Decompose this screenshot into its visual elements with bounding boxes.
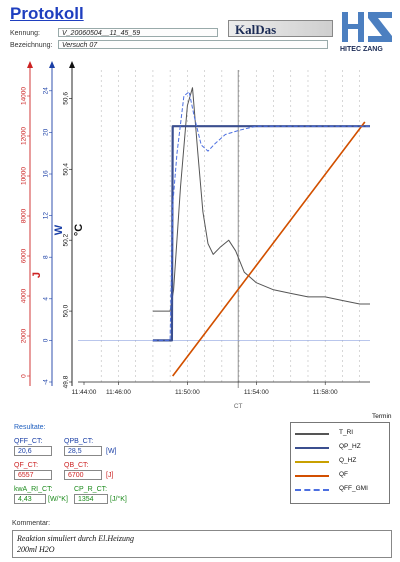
y-tick-label: 16 bbox=[43, 170, 50, 178]
logo-icon bbox=[342, 12, 392, 42]
x-axis-label: CT bbox=[234, 403, 243, 410]
series-qf bbox=[172, 121, 366, 377]
result-unit-qpb: [W] bbox=[106, 448, 117, 455]
legend-swatch-1 bbox=[295, 447, 329, 449]
bezeichnung-field: Versuch 07 bbox=[58, 40, 328, 49]
y-tick-label: 50,4 bbox=[63, 163, 70, 176]
result-label-qf: QF_CT: bbox=[14, 462, 39, 469]
y-axis-arrow bbox=[27, 61, 33, 68]
result-value-cpr: 1354 bbox=[74, 494, 108, 504]
result-label-qpb: QPB_CT: bbox=[64, 438, 94, 445]
result-label-cpr: CP_R_CT: bbox=[74, 486, 108, 493]
y-tick-label: 8000 bbox=[21, 208, 28, 223]
comment-line-2: 200ml H2O bbox=[17, 545, 55, 554]
y-tick-label: 2000 bbox=[21, 328, 28, 343]
logo-text: HITEC ZANG bbox=[340, 46, 383, 53]
result-value-qb: 6700 bbox=[64, 470, 102, 480]
series-t-ri bbox=[152, 87, 370, 312]
y-tick-label: 49,8 bbox=[63, 375, 70, 388]
legend-label: QFF_GMI bbox=[339, 485, 368, 492]
kennung-label: Kennung: bbox=[10, 30, 40, 37]
y-tick-label: 4000 bbox=[21, 288, 28, 303]
y-axis-label: W bbox=[53, 224, 65, 235]
chart: 11:44:00 11:46:00 11:50:00 11:54:00 11:58:00… bbox=[21, 61, 370, 410]
result-label-qb: QB_CT: bbox=[64, 462, 89, 469]
result-value-qpb: 28,5 bbox=[64, 446, 102, 456]
legend-label: Q_HZ bbox=[339, 457, 357, 464]
legend-swatch-3 bbox=[295, 475, 329, 477]
result-unit-kwa: [W/°K] bbox=[48, 496, 68, 503]
y-tick-label: 12 bbox=[43, 212, 50, 220]
result-value-qf: 6557 bbox=[14, 470, 52, 480]
y-tick-label: 20 bbox=[43, 128, 50, 136]
y-axis-label: J bbox=[31, 272, 43, 278]
y-tick-label: 50,6 bbox=[63, 92, 70, 105]
bezeichnung-label: Bezeichnung: bbox=[10, 42, 53, 49]
comment-box: Reaktion simuliert durch El.Heizung 200m… bbox=[12, 530, 392, 558]
y-tick-label: 6000 bbox=[21, 248, 28, 263]
y-tick-label: 50,2 bbox=[63, 233, 70, 246]
legend-swatch-0 bbox=[295, 433, 329, 435]
y-tick-label: 14000 bbox=[21, 87, 28, 105]
y-tick-label: 0 bbox=[21, 374, 28, 378]
y-tick-label: -4 bbox=[43, 379, 50, 385]
hitec-logo: HITEC ZANG bbox=[336, 10, 396, 58]
y-tick-label: 50,0 bbox=[63, 304, 70, 317]
series-qff-gmi bbox=[152, 91, 370, 341]
chart-legend: T_RI QP_HZ Q_HZ QF QFF_GMI bbox=[290, 422, 390, 504]
y-tick-label: 24 bbox=[43, 87, 50, 95]
legend-label: QF bbox=[339, 471, 349, 478]
legend-label: QP_HZ bbox=[339, 443, 361, 450]
y-tick-label: 10000 bbox=[21, 167, 28, 185]
kennung-field: V_20060504__11_45_59 bbox=[58, 28, 218, 37]
x-tick-label: 11:54:00 bbox=[244, 389, 269, 396]
result-value-kwa: 4,43 bbox=[14, 494, 46, 504]
x-tick-label: 11:46:00 bbox=[106, 389, 131, 396]
result-label-qff: QFF_CT: bbox=[14, 438, 43, 445]
termin-label: Termin bbox=[372, 413, 392, 420]
page-title: Protokoll bbox=[10, 4, 84, 23]
x-tick-label: 11:58:00 bbox=[313, 389, 338, 396]
y-axis-arrow bbox=[69, 61, 75, 68]
result-value-qff: 20,6 bbox=[14, 446, 52, 456]
legend-label: T_RI bbox=[339, 429, 354, 436]
y-tick-label: 4 bbox=[43, 297, 50, 301]
results-title: Resultate: bbox=[14, 424, 46, 431]
comment-line-1: Reaktion simuliert durch El.Heizung bbox=[17, 534, 135, 543]
result-unit-qb: [J] bbox=[106, 472, 114, 479]
x-tick-label: 11:50:00 bbox=[175, 389, 200, 396]
brand-name: KalDas bbox=[228, 20, 333, 37]
result-label-kwa: kwA_RI_CT: bbox=[14, 486, 53, 493]
legend-swatch-4 bbox=[295, 489, 329, 491]
result-unit-cpr: [J/°K] bbox=[110, 496, 127, 503]
y-tick-label: 12000 bbox=[21, 127, 28, 145]
x-tick-label: 11:44:00 bbox=[72, 389, 97, 396]
comment-label: Kommentar: bbox=[12, 520, 51, 527]
y-tick-label: 8 bbox=[43, 255, 50, 259]
y-axis-arrow bbox=[49, 61, 55, 68]
y-tick-label: 0 bbox=[43, 338, 50, 342]
legend-swatch-2 bbox=[295, 461, 329, 463]
y-axis-label: °C bbox=[73, 224, 85, 236]
